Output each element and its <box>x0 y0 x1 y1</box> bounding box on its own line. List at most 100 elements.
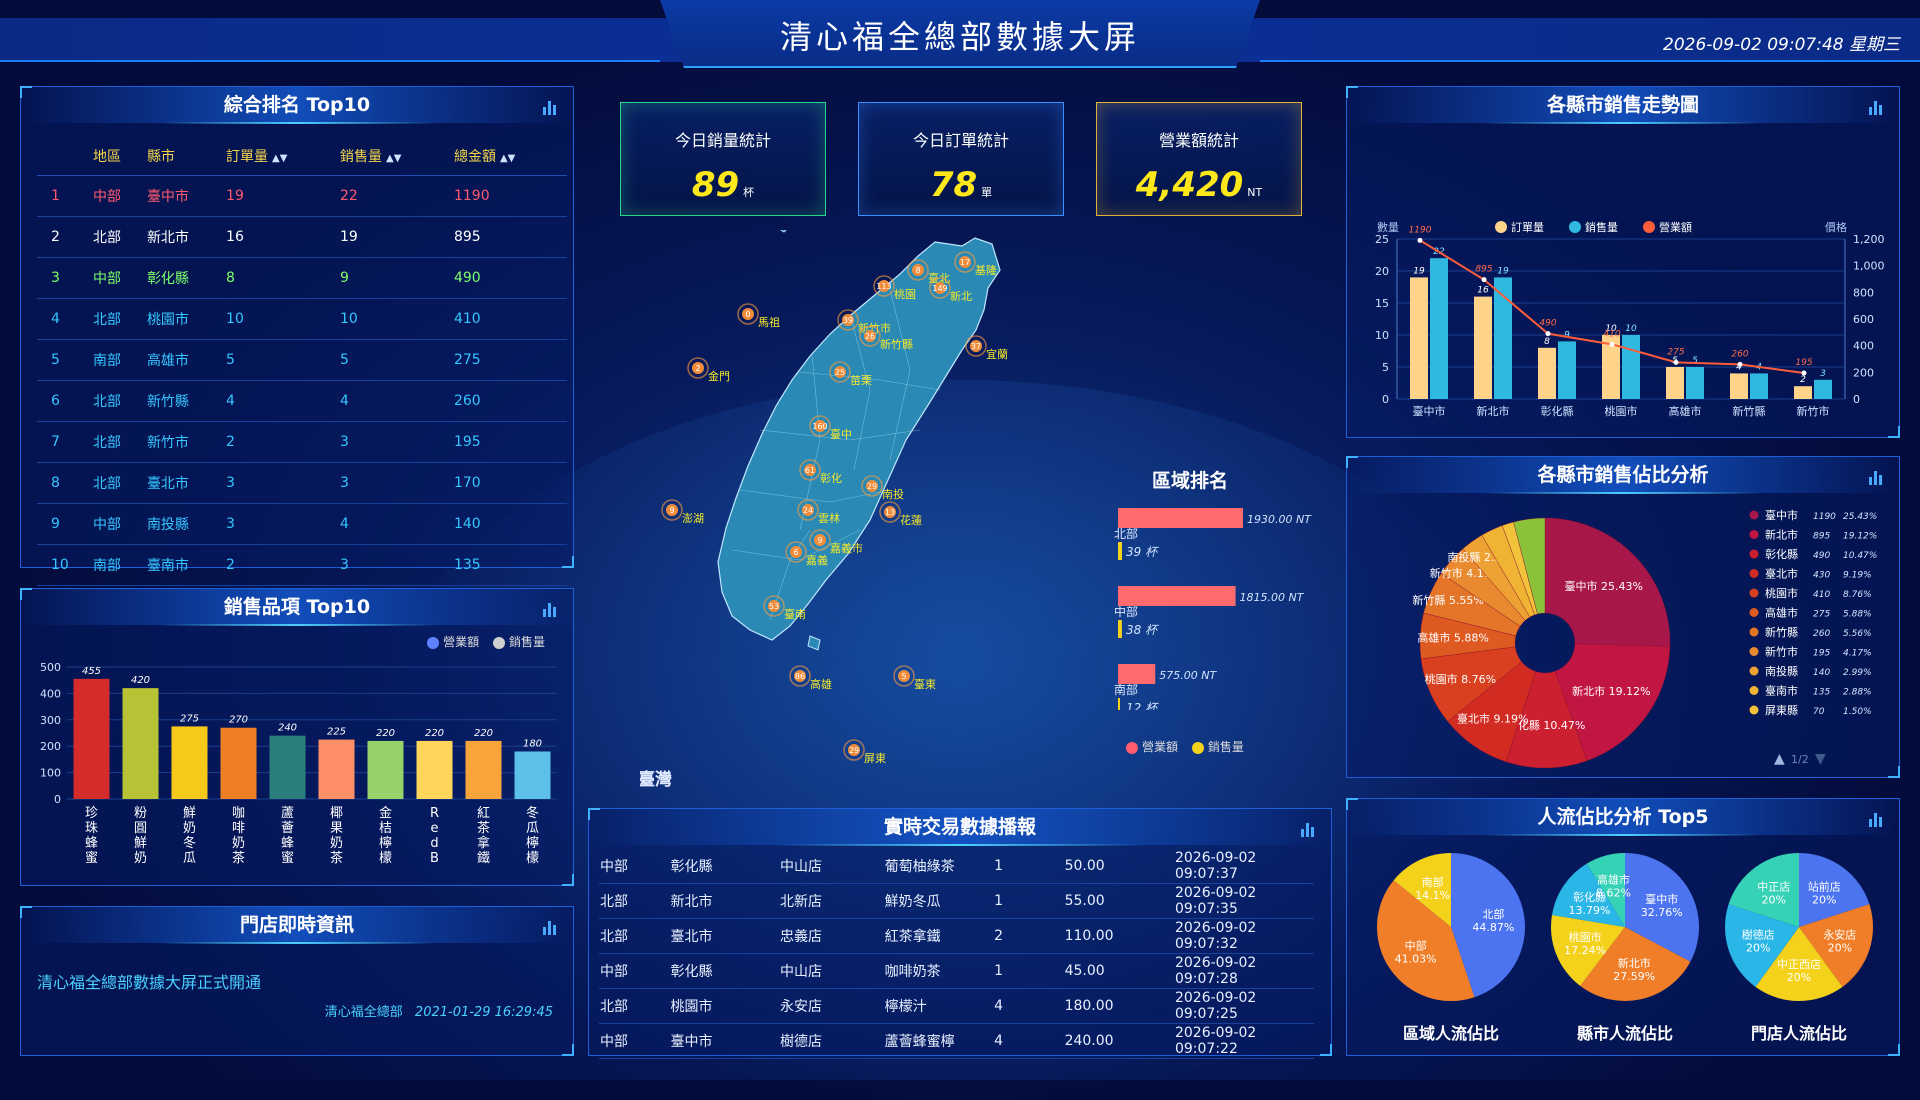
map-marker[interactable] <box>864 330 876 342</box>
map-marker[interactable] <box>912 264 924 276</box>
data-label: 8 <box>1544 337 1550 347</box>
map-marker-ring <box>799 459 821 481</box>
legend-dot <box>1749 686 1759 695</box>
region-bar-chart: 北部 1930.00 NT 39 杯中部 1815.00 NT 38 杯南部 575.00… <box>1114 508 1312 710</box>
map-marker[interactable] <box>970 340 982 352</box>
sort-icon[interactable]: ▲▼ <box>386 153 402 164</box>
data-label: 2 <box>1800 375 1806 385</box>
island-matsu <box>780 230 787 233</box>
x-tick-label: 冬瓜檸檬 <box>526 805 539 866</box>
map-marker[interactable] <box>884 506 896 518</box>
map-place-label: 苗栗 <box>850 374 872 387</box>
map-marker[interactable] <box>804 464 816 476</box>
pie-slice[interactable] <box>1554 643 1671 761</box>
pie-slice[interactable] <box>1799 853 1870 927</box>
col-amount: 總金額 <box>453 149 496 165</box>
kpi-card: 今日訂單統計 78 單 <box>858 102 1064 216</box>
legend-pct: 9.19% <box>1843 571 1872 581</box>
map-marker-count: 37 <box>971 342 981 351</box>
map-marker[interactable] <box>834 366 846 378</box>
slice-pct: 13.79% <box>1569 904 1611 917</box>
pie-slice[interactable] <box>1544 517 1671 647</box>
map-marker[interactable] <box>934 282 946 294</box>
island-small <box>807 635 821 651</box>
map-marker[interactable] <box>802 504 814 516</box>
table-cell: 10 <box>37 544 92 586</box>
pie-slice[interactable] <box>1799 904 1873 987</box>
pie-slice[interactable] <box>1586 853 1625 927</box>
county-border <box>889 289 911 461</box>
slice-label: 南部 <box>1422 875 1444 889</box>
sort-icon[interactable]: ▲▼ <box>499 153 516 164</box>
map-marker[interactable] <box>866 480 878 492</box>
pie-slice[interactable] <box>1393 853 1451 927</box>
data-label: 410 <box>1603 329 1620 339</box>
pie-slice[interactable] <box>1580 927 1691 1001</box>
y-tick-label: 100 <box>40 767 61 780</box>
table-cell: 4 <box>37 298 92 340</box>
slice-pct: 20% <box>1746 941 1770 954</box>
map-marker-ring <box>687 357 709 379</box>
slice-label: 高雄市 5.88% <box>1417 631 1488 645</box>
store-message-meta: 清心福全總部 2021-01-29 16:29:45 <box>325 1001 553 1020</box>
pie-slice[interactable] <box>1725 904 1799 987</box>
map-marker[interactable] <box>898 670 910 682</box>
map-marker-ring <box>929 277 951 299</box>
map-marker[interactable] <box>814 420 826 432</box>
map-marker[interactable] <box>692 362 704 374</box>
table-cell: 10 <box>339 298 453 340</box>
trade-panel: 實時交易數據播報 中部 彰化縣 中山店 葡萄柚綠茶 1 50.00 2026-09-02 0… <box>588 808 1332 1059</box>
x-tick-label: 紅茶拿鐵 <box>477 806 490 866</box>
table-cell: 195 <box>452 421 567 463</box>
map-marker[interactable] <box>768 600 780 612</box>
map-marker[interactable] <box>790 546 802 558</box>
table-cell: 4 <box>339 380 453 422</box>
map-marker-ring <box>859 325 881 347</box>
map-marker[interactable] <box>842 314 854 326</box>
pager-next-icon[interactable]: ▼ <box>1815 751 1826 767</box>
map-marker-ring <box>837 309 859 331</box>
table-cell: 桃園市 <box>669 988 780 1024</box>
map-marker[interactable] <box>814 534 826 546</box>
pie-slice[interactable] <box>1451 853 1525 998</box>
map-marker[interactable] <box>878 280 890 292</box>
map-marker[interactable] <box>848 744 860 756</box>
table-cell: 240.00 <box>1063 1023 1174 1059</box>
legend-dot <box>1126 741 1138 754</box>
pie-slice[interactable] <box>1755 927 1843 1001</box>
pie-slice[interactable] <box>1625 853 1699 962</box>
col-sales-sortable[interactable]: 銷售量 ▲▼ <box>339 137 453 176</box>
data-label: 220 <box>376 728 395 739</box>
x-tick-label: 新竹市 <box>1797 404 1830 418</box>
pie-slice[interactable] <box>1513 517 1546 615</box>
col-orders-sortable[interactable]: 訂單量 ▲▼ <box>225 137 340 176</box>
pie-slice[interactable] <box>1377 880 1475 1001</box>
map-marker[interactable] <box>666 504 678 516</box>
pie-slice[interactable] <box>1728 853 1799 927</box>
slice-pct: 20% <box>1812 893 1836 906</box>
table-cell: 895 <box>452 216 567 258</box>
pager-prev-icon[interactable]: ▲ <box>1774 751 1785 767</box>
header-line-right <box>1260 60 1920 62</box>
sort-icon[interactable]: ▲▼ <box>272 153 288 164</box>
panel-title: 綜合排名 Top10 <box>21 87 573 123</box>
map-marker[interactable] <box>794 670 806 682</box>
slice-label: 彰化縣 <box>1573 890 1606 904</box>
y2-tick-label: 0 <box>1853 393 1860 406</box>
line-point <box>1673 359 1679 365</box>
col-orders: 訂單量 <box>226 149 269 165</box>
legend-amount: 490 <box>1813 551 1830 561</box>
title-underline <box>1485 492 1761 494</box>
map-marker[interactable] <box>742 308 754 320</box>
table-cell: 2026-09-02 09:07:25 <box>1173 988 1314 1024</box>
pie-slice[interactable] <box>1551 915 1625 986</box>
table-cell: 北部 <box>92 380 146 422</box>
col-amount-sortable[interactable]: 總金額 ▲▼ <box>452 137 567 176</box>
table-cell: 50.00 <box>1063 849 1174 884</box>
pie-slice[interactable] <box>1551 863 1625 927</box>
table-cell: 永安店 <box>779 988 884 1024</box>
county-border <box>799 371 941 391</box>
map-marker[interactable] <box>959 256 971 268</box>
panel-title: 銷售品項 Top10 <box>21 589 573 625</box>
product-legend: 營業額 銷售量 <box>427 633 545 650</box>
